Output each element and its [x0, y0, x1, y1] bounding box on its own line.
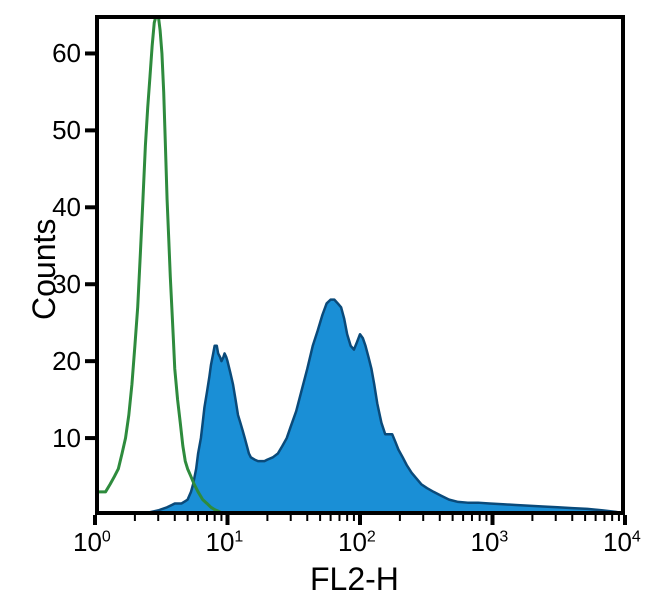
x-tick-label: 103	[471, 527, 509, 558]
y-tick-label: 20	[52, 346, 81, 377]
figure: Counts FL2-H 100101102103104 10203040506…	[0, 0, 650, 615]
x-axis-label: FL2-H	[310, 561, 399, 598]
x-tick-label: 100	[73, 527, 111, 558]
y-tick-label: 50	[52, 115, 81, 146]
x-tick-label: 101	[206, 527, 244, 558]
y-tick-label: 60	[52, 38, 81, 69]
plot-svg	[95, 15, 625, 515]
x-tick-label: 104	[603, 527, 641, 558]
plot-area	[95, 15, 625, 515]
y-tick-label: 30	[52, 269, 81, 300]
y-tick-label: 10	[52, 423, 81, 454]
x-tick-label: 102	[338, 527, 376, 558]
y-tick-label: 40	[52, 192, 81, 223]
